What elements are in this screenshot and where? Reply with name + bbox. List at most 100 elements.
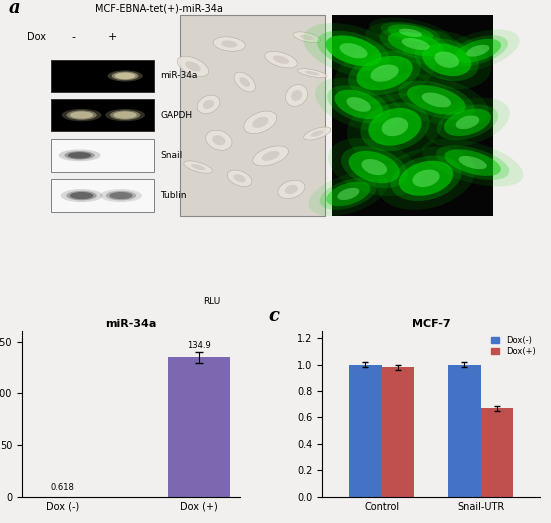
Ellipse shape <box>391 155 461 201</box>
Ellipse shape <box>339 43 368 59</box>
Text: 0.618: 0.618 <box>51 483 74 492</box>
Text: Snail: Snail <box>160 151 182 160</box>
Ellipse shape <box>234 174 246 183</box>
Bar <box>51 179 154 212</box>
Ellipse shape <box>70 192 93 199</box>
Ellipse shape <box>227 170 252 187</box>
Ellipse shape <box>315 78 402 131</box>
Ellipse shape <box>221 40 237 48</box>
Bar <box>180 15 325 217</box>
Title: MCF-7: MCF-7 <box>412 320 451 329</box>
Bar <box>349 365 382 497</box>
Ellipse shape <box>310 130 324 137</box>
Ellipse shape <box>370 64 399 82</box>
Bar <box>51 99 154 131</box>
Text: c: c <box>268 306 279 325</box>
Ellipse shape <box>369 18 452 48</box>
Ellipse shape <box>185 61 201 72</box>
Ellipse shape <box>348 51 421 96</box>
Ellipse shape <box>112 72 139 80</box>
Ellipse shape <box>273 55 289 64</box>
Ellipse shape <box>402 30 491 89</box>
Ellipse shape <box>304 127 331 140</box>
Ellipse shape <box>106 191 136 200</box>
Bar <box>51 139 154 172</box>
Text: a: a <box>9 0 21 17</box>
Text: +: + <box>108 32 117 42</box>
Ellipse shape <box>368 108 422 145</box>
Ellipse shape <box>61 189 102 202</box>
Ellipse shape <box>114 111 137 119</box>
Ellipse shape <box>456 116 479 129</box>
Ellipse shape <box>402 38 430 50</box>
Ellipse shape <box>326 36 381 66</box>
Ellipse shape <box>298 69 327 77</box>
Ellipse shape <box>206 130 232 150</box>
Ellipse shape <box>305 71 320 75</box>
Ellipse shape <box>107 70 143 82</box>
Ellipse shape <box>365 22 466 66</box>
Ellipse shape <box>447 35 508 66</box>
Ellipse shape <box>293 32 321 43</box>
Ellipse shape <box>58 150 100 161</box>
Ellipse shape <box>320 178 377 210</box>
Ellipse shape <box>334 90 383 119</box>
Ellipse shape <box>361 159 387 175</box>
Ellipse shape <box>300 35 314 40</box>
Ellipse shape <box>445 149 501 176</box>
Ellipse shape <box>341 146 408 188</box>
Ellipse shape <box>184 161 213 173</box>
Ellipse shape <box>328 138 420 196</box>
Ellipse shape <box>291 90 302 101</box>
Ellipse shape <box>458 156 487 169</box>
Ellipse shape <box>356 56 413 90</box>
Legend: Dox(-), Dox(+): Dox(-), Dox(+) <box>491 336 536 356</box>
Text: GAPDH: GAPDH <box>160 110 192 120</box>
Ellipse shape <box>203 100 214 109</box>
Ellipse shape <box>70 111 93 119</box>
Ellipse shape <box>407 85 466 115</box>
Ellipse shape <box>265 51 297 68</box>
Ellipse shape <box>334 42 435 104</box>
Ellipse shape <box>327 85 390 123</box>
Ellipse shape <box>382 117 408 136</box>
Ellipse shape <box>347 97 371 112</box>
Ellipse shape <box>377 147 475 210</box>
Ellipse shape <box>262 151 279 161</box>
Title: miR-34a: miR-34a <box>105 320 156 329</box>
Bar <box>32 496 93 497</box>
Ellipse shape <box>399 29 422 37</box>
Ellipse shape <box>437 105 498 140</box>
Text: Tublin: Tublin <box>160 191 187 200</box>
Bar <box>51 60 154 92</box>
Text: Dox: Dox <box>27 32 46 42</box>
Ellipse shape <box>399 161 453 196</box>
Ellipse shape <box>240 77 250 87</box>
Ellipse shape <box>381 22 440 44</box>
Ellipse shape <box>212 135 225 145</box>
Ellipse shape <box>177 56 209 76</box>
Ellipse shape <box>67 110 97 120</box>
Ellipse shape <box>278 180 305 199</box>
Text: MCF-EBNA-tet(+)-miR-34a: MCF-EBNA-tet(+)-miR-34a <box>95 4 223 14</box>
Ellipse shape <box>398 81 474 119</box>
Ellipse shape <box>434 51 459 68</box>
Ellipse shape <box>422 93 451 107</box>
Ellipse shape <box>326 181 370 206</box>
Text: miR-34a: miR-34a <box>160 72 198 81</box>
Ellipse shape <box>234 72 256 92</box>
Ellipse shape <box>68 152 91 158</box>
Ellipse shape <box>436 29 520 72</box>
Ellipse shape <box>115 73 136 79</box>
Ellipse shape <box>422 139 523 187</box>
Ellipse shape <box>455 39 501 63</box>
Ellipse shape <box>349 151 400 183</box>
Ellipse shape <box>415 38 479 81</box>
Ellipse shape <box>109 192 133 199</box>
Bar <box>382 367 414 497</box>
Ellipse shape <box>379 28 452 60</box>
Ellipse shape <box>110 110 141 120</box>
Ellipse shape <box>317 31 390 71</box>
Bar <box>332 15 493 217</box>
Ellipse shape <box>388 32 444 56</box>
